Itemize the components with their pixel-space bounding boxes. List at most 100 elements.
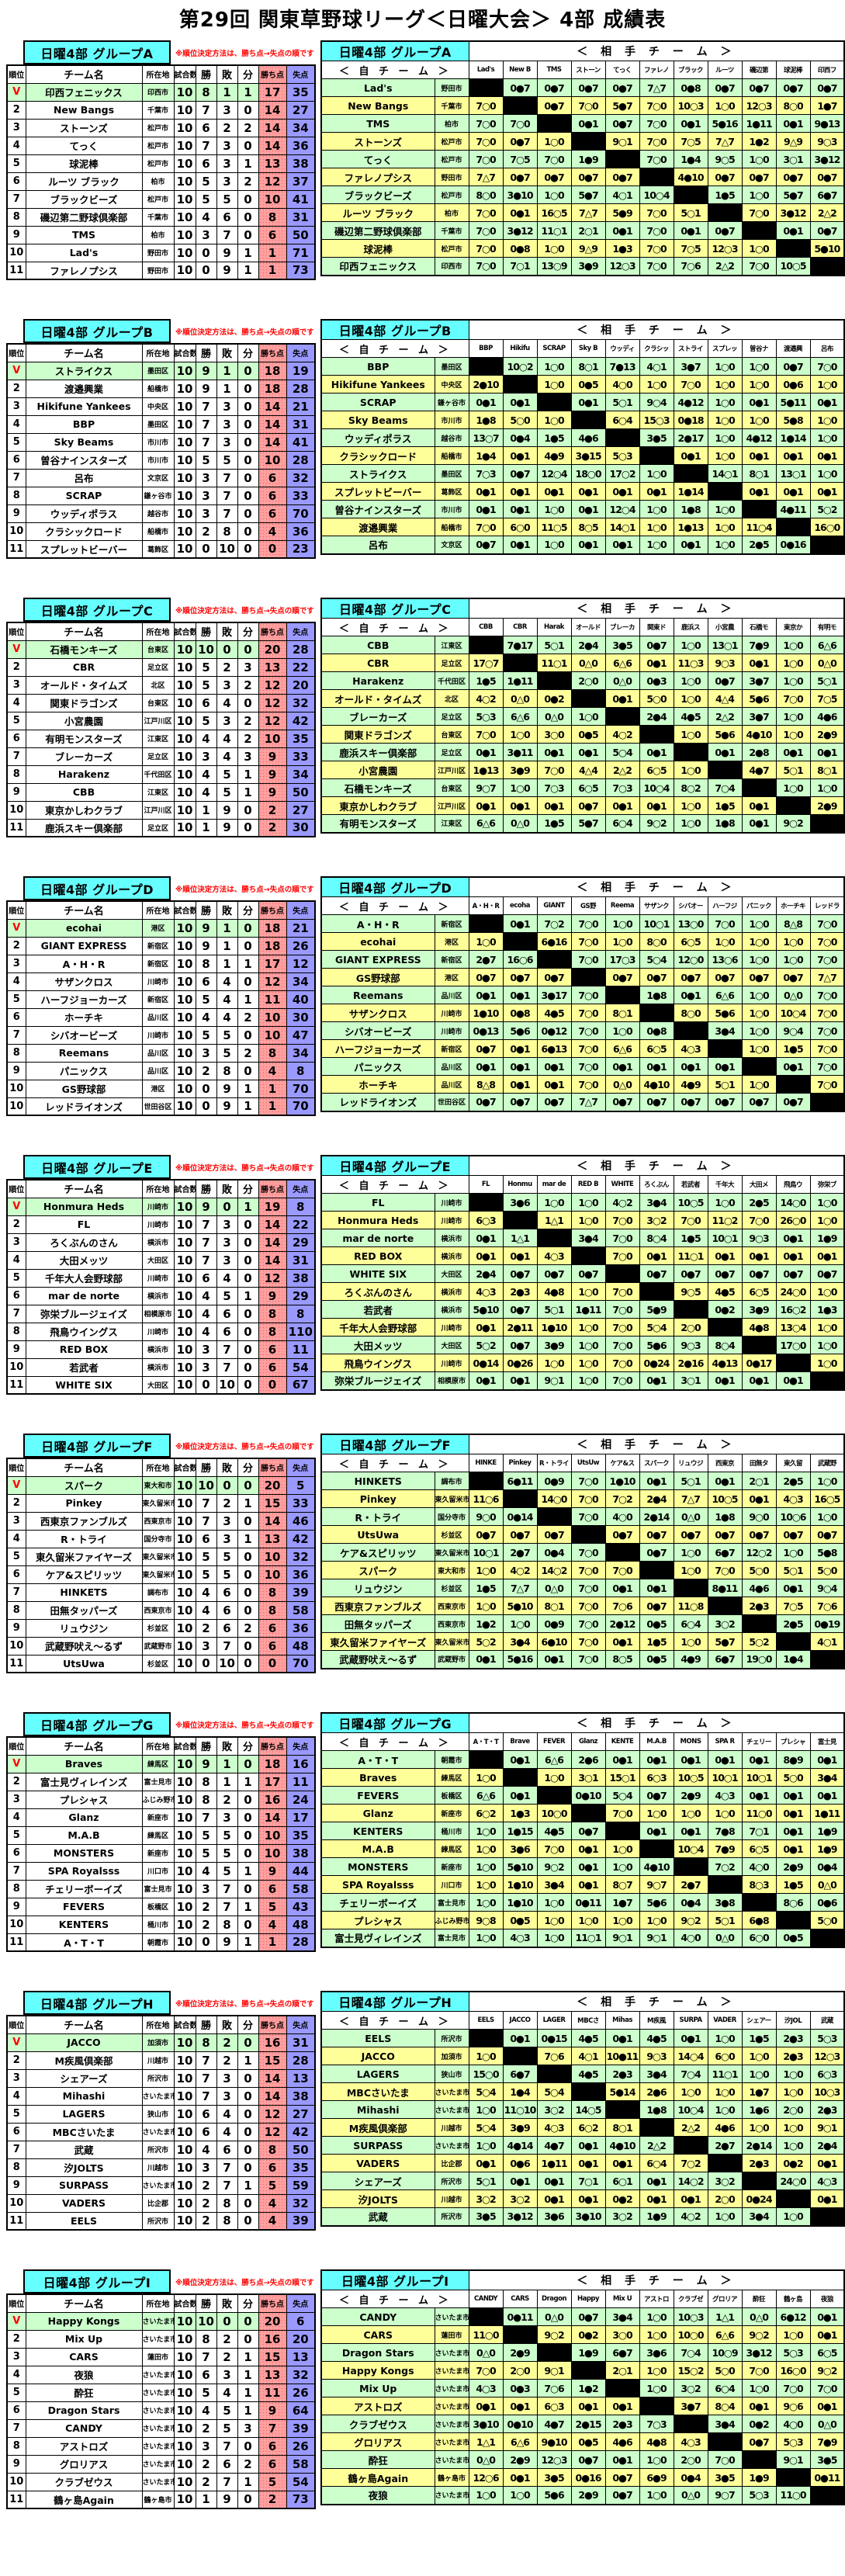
score-cell: 1●10 xyxy=(468,1004,504,1022)
table-row: 武蔵 所沢市 3●5 3●12 3●6 3●10 3○2 1●9 4○2 1○0 3●4 1○0 xyxy=(320,2207,845,2226)
standings-cell: 10 xyxy=(173,1268,196,1288)
score-cell: 0●1 xyxy=(639,1822,674,1840)
standings-cell: 9 xyxy=(195,379,217,398)
team-location-cell: 松戸市 xyxy=(434,132,469,151)
rank-cell: V xyxy=(6,640,26,659)
score-cell: 8○0 xyxy=(673,1004,708,1022)
standings-cell: 10 xyxy=(173,225,196,244)
score-cell: 7○0 xyxy=(570,1614,606,1633)
standings-cell: 3 xyxy=(216,1511,238,1531)
standings-cell: 14 xyxy=(258,1233,287,1252)
standings-cell: 0 xyxy=(237,522,259,541)
team-location-cell: さいたま市 xyxy=(434,2100,469,2119)
score-cell: 0●1 xyxy=(639,1371,674,1390)
score-cell: 4○0 xyxy=(741,1857,777,1876)
standings-cell: 0 xyxy=(237,818,259,837)
score-cell: 0●1 xyxy=(741,1750,777,1769)
team-name-cell: Glanz xyxy=(25,1808,143,1827)
rank-cell: 8 xyxy=(6,207,26,227)
team-name-cell: Mix Up xyxy=(25,2329,143,2349)
standings-cell: さいたま市 xyxy=(141,2176,175,2195)
standings-cell: 西東京市 xyxy=(141,1511,175,1531)
score-cell: 1●7 xyxy=(809,96,845,115)
standings-cell: 8 xyxy=(195,954,217,973)
table-row: 5 千年大人会野球部 川崎市 10 6 4 0 12 38 xyxy=(6,1268,316,1288)
score-cell: 10○5 xyxy=(673,1768,708,1787)
group-title: 日曜4部 グループG xyxy=(23,1712,171,1736)
standings-cell: 中央区 xyxy=(141,397,175,416)
team-name-cell: スパーク xyxy=(25,1475,143,1495)
matrix-title-row: 日曜4部 グループC ＜ 相 手 チ ー ム ＞ xyxy=(320,598,845,619)
opponent-column-header: 酔狂 xyxy=(741,2290,777,2308)
standings-cell: 5 xyxy=(195,2383,217,2402)
standings-cell: 6 xyxy=(216,207,238,227)
score-cell: 0●1 xyxy=(775,1579,811,1597)
score-cell: 0●7 xyxy=(570,1822,606,1840)
score-cell: 1●10 xyxy=(502,1893,538,1912)
standings-cell: 船橋市 xyxy=(141,379,175,398)
team-name-cell: ウッディポラス xyxy=(25,504,143,523)
standings-cell: 5 xyxy=(195,657,217,677)
self-team-header: ＜ 自 チ ー ム ＞ xyxy=(320,1732,469,1751)
score-cell: 1○0 xyxy=(707,500,743,518)
score-cell: 0●10 xyxy=(502,2415,538,2433)
score-cell: 1○0 xyxy=(809,1193,845,1212)
team-name-cell: ファレノプシス xyxy=(25,261,143,280)
score-cell: 1●15 xyxy=(502,1822,538,1840)
score-cell: 1○0 xyxy=(809,1507,845,1526)
standings-column-header: 所在地 xyxy=(141,1179,175,1198)
team-name-cell: 西東京ファンブルズ xyxy=(320,1597,435,1615)
team-name-cell: CANDY xyxy=(25,2418,143,2438)
score-cell: 0●1 xyxy=(741,1786,777,1805)
score-cell: 7○0 xyxy=(741,2361,777,2380)
rank-cell: 11 xyxy=(6,1933,26,1952)
standings-cell: 3 xyxy=(216,2068,238,2088)
standings-cell: 葛飾区 xyxy=(141,539,175,559)
standings-cell: 35 xyxy=(286,82,316,102)
score-cell: 1○0 xyxy=(775,2082,811,2101)
score-cell: 5●10 xyxy=(502,1857,538,1876)
standings-cell: 1 xyxy=(237,1286,259,1305)
opponent-column-header: 若武者 xyxy=(673,1175,708,1194)
score-cell: 9○6 xyxy=(775,2397,811,2415)
standings-cell: 7 xyxy=(216,2158,238,2177)
standings-cell: 10 xyxy=(173,1754,196,1773)
standings-column-header: チーム名 xyxy=(25,1458,143,1477)
score-cell: 0●1 xyxy=(707,1750,743,1769)
score-cell: 2△2 xyxy=(673,2118,708,2137)
score-cell: 6●11 xyxy=(502,1472,538,1490)
score-cell: 4○3 xyxy=(468,2379,504,2397)
score-cell: 7○0 xyxy=(570,1632,606,1651)
score-cell: 7○0 xyxy=(570,1021,606,1040)
standings-column-header: 失点 xyxy=(286,343,316,362)
team-name-cell: JACCO xyxy=(25,2033,143,2052)
group-title: 日曜4部 グループB xyxy=(320,319,469,340)
standings-cell: 9 xyxy=(195,361,217,380)
team-name-cell: Sky Beams xyxy=(25,432,143,452)
score-cell: 4●5 xyxy=(570,2065,606,2083)
standings-column-header: 試合数 xyxy=(173,64,196,84)
score-cell: 1△1 xyxy=(502,1229,538,1247)
score-cell: 0●1 xyxy=(570,482,606,501)
opponent-column-header: Lad's xyxy=(468,61,504,79)
score-cell: 11○0 xyxy=(775,2486,811,2505)
self-match-cell xyxy=(809,814,845,833)
opponent-column-header: ブラック xyxy=(673,61,708,79)
score-cell: 9○7 xyxy=(468,778,504,797)
standings-cell: 6 xyxy=(258,1636,287,1656)
score-cell: 1●9 xyxy=(741,2468,777,2487)
score-cell: 2●4 xyxy=(639,707,674,726)
standings-table: 順位 チーム名 所在地 試合数勝敗分勝ち点 失点 V ストライクス 墨田区 10 9 1 0 18 19… xyxy=(6,343,316,559)
opponent-column-header: RED B xyxy=(570,1175,606,1194)
rank-cell: 2 xyxy=(6,100,26,120)
score-cell: 1○0 xyxy=(673,689,708,708)
score-cell: 0●1 xyxy=(604,1632,640,1651)
standings-column-header: 試合数 xyxy=(173,1736,196,1756)
standings-cell: 14 xyxy=(258,414,287,434)
score-cell: 1○0 xyxy=(536,1929,572,1947)
standings-cell: 3 xyxy=(195,1879,217,1898)
table-row: ストライクス 墨田区 7○3 0●7 12○4 18○0 17○2 1○0 14○1 8○1 13○… xyxy=(320,464,845,483)
standings-cell: 12 xyxy=(286,954,316,973)
team-name-cell: 弥栄ブルージェイズ xyxy=(320,1371,435,1390)
score-cell: 1○0 xyxy=(536,500,572,518)
